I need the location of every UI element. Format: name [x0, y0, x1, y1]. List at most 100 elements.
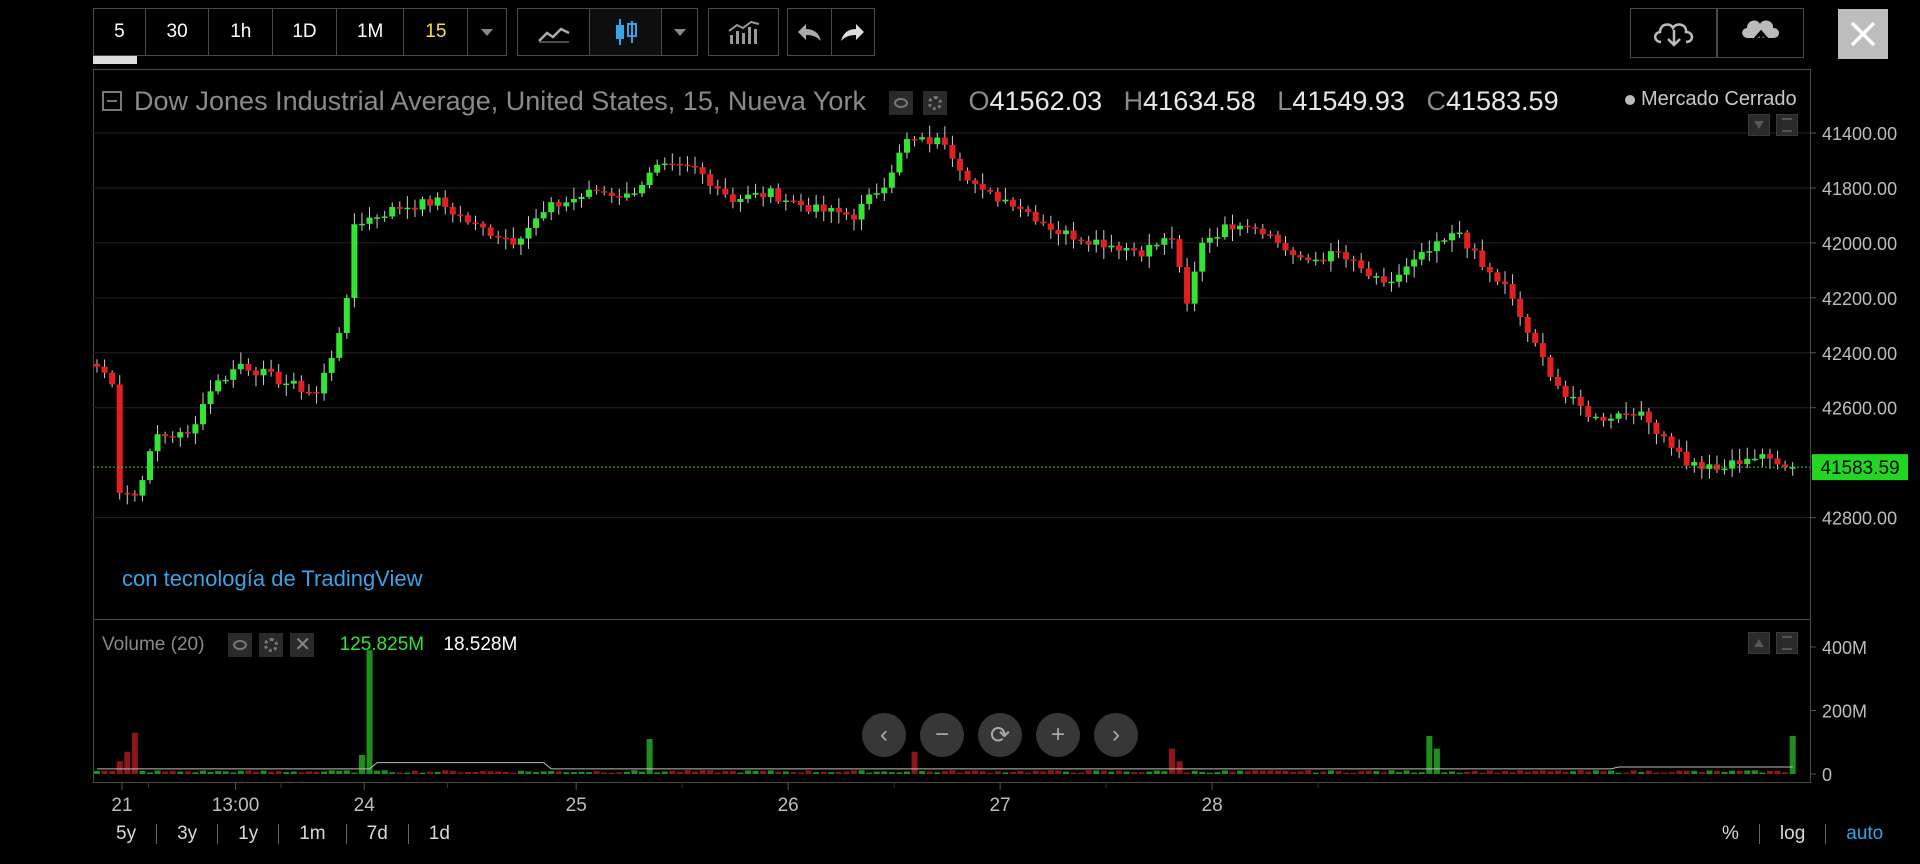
volume-bar	[964, 771, 971, 774]
range-3y[interactable]: 3y	[157, 824, 219, 844]
candle-body	[457, 214, 464, 216]
candle-body	[215, 380, 222, 392]
volume-bar	[1600, 771, 1607, 774]
volume-value-1: 125.825M	[339, 634, 425, 656]
cloud-upload-button[interactable]	[1717, 8, 1804, 58]
close-chart-button[interactable]	[1838, 9, 1888, 59]
volume-bar	[94, 770, 100, 774]
candle-body	[1517, 298, 1524, 318]
candle-body	[926, 137, 933, 145]
interval-15[interactable]: 15	[404, 9, 469, 55]
volume-bar	[1547, 771, 1554, 774]
volume-bar	[260, 770, 267, 774]
legend-eye-button[interactable]	[889, 90, 914, 115]
low-label: L	[1277, 86, 1293, 116]
line-chart-button[interactable]	[518, 9, 590, 55]
range-1y[interactable]: 1y	[218, 824, 280, 844]
price-tick-label: 42600.00	[1822, 399, 1897, 419]
volume-bar	[427, 771, 434, 774]
interval-dropdown[interactable]	[468, 9, 506, 55]
candle-body	[1343, 252, 1350, 260]
scale-log[interactable]: log	[1760, 824, 1827, 844]
zoom-out-button[interactable]: −	[920, 713, 964, 757]
scale-percent[interactable]: %	[1702, 824, 1760, 844]
volume-bar	[1736, 770, 1743, 774]
range-5y[interactable]: 5y	[96, 824, 158, 844]
eye-icon	[894, 97, 909, 108]
volume-bar	[139, 770, 146, 774]
volume-bar	[1645, 770, 1652, 774]
candles-button[interactable]	[590, 9, 662, 55]
symbol-title: Dow Jones Industrial Average, United Sta…	[134, 86, 866, 116]
tradingview-watermark[interactable]: con tecnología de TradingView	[122, 566, 423, 591]
scroll-right-button[interactable]: ›	[1094, 713, 1138, 757]
volume-bar	[124, 751, 131, 774]
reset-button[interactable]: ⟳	[978, 713, 1022, 757]
candle-body	[472, 222, 479, 225]
volume-bar	[881, 771, 888, 774]
candle-body	[1085, 241, 1092, 245]
volume-bar	[510, 772, 517, 774]
candle-body	[1282, 242, 1289, 251]
candle-body	[1592, 416, 1599, 419]
candle-body	[1267, 234, 1274, 236]
volume-bar	[374, 770, 381, 774]
candle-body	[1668, 436, 1675, 448]
interval-30[interactable]: 30	[146, 9, 210, 55]
volume-bar	[601, 772, 608, 774]
candle-body	[737, 199, 744, 203]
candle-body	[434, 197, 441, 206]
volume-bar	[237, 770, 244, 774]
candle-body	[563, 202, 570, 207]
candle-body	[1471, 248, 1478, 251]
time-axis[interactable]: 21 13:00 24 25 26 27 28	[111, 782, 1319, 816]
candle-body	[1494, 272, 1501, 282]
range-1d[interactable]: 1d	[428, 823, 450, 844]
range-7d[interactable]: 7d	[347, 824, 409, 844]
candle-body	[714, 186, 721, 189]
scroll-left-button[interactable]: ‹	[862, 713, 906, 757]
volume-bar	[805, 770, 812, 774]
interval-1m[interactable]: 1M	[337, 9, 405, 55]
volume-bar	[154, 770, 161, 774]
collapse-legend-button[interactable]	[102, 91, 122, 111]
volume-bar	[1138, 772, 1145, 774]
price-tick-label: 41800.00	[1822, 179, 1897, 199]
redo-button[interactable]	[832, 9, 875, 55]
pane-move-down-button[interactable]	[1748, 114, 1770, 136]
scale-auto[interactable]: auto	[1846, 823, 1884, 844]
range-1m[interactable]: 1m	[279, 824, 347, 844]
volume-bar	[820, 771, 827, 774]
volume-bar	[1184, 772, 1191, 774]
volume-bar	[578, 771, 585, 774]
volume-bar	[1320, 771, 1327, 774]
candle-body	[828, 208, 835, 212]
volume-bar	[1388, 770, 1395, 774]
volume-ma-line	[97, 762, 1793, 770]
cloud-download-button[interactable]	[1630, 8, 1717, 58]
candle-body	[1184, 266, 1191, 304]
time-tick-label: 28	[1202, 795, 1223, 816]
candle-body	[1789, 467, 1796, 469]
pane-maximize-button[interactable]	[1776, 114, 1798, 136]
volume-remove-button[interactable]: ✕	[290, 633, 315, 657]
volume-title: Volume (20)	[102, 634, 205, 656]
indicators-button[interactable]	[709, 9, 778, 55]
interval-1h[interactable]: 1h	[209, 9, 274, 55]
zoom-in-button[interactable]: +	[1036, 713, 1080, 757]
volume-eye-button[interactable]	[227, 633, 252, 657]
undo-button[interactable]	[788, 9, 832, 55]
volume-settings-button[interactable]	[259, 633, 284, 657]
price-axis[interactable]: 42800.00 42600.00 42400.00 42200.00 42000.00…	[1810, 124, 1897, 529]
volume-pane-up-button[interactable]	[1748, 632, 1770, 654]
interval-1d[interactable]: 1D	[273, 9, 337, 55]
chart-type-dropdown[interactable]	[662, 9, 697, 55]
interval-5[interactable]: 5	[94, 9, 146, 55]
candle-body	[1706, 464, 1713, 469]
volume-pane-maximize-button[interactable]	[1776, 632, 1798, 654]
volume-bar	[1774, 770, 1781, 774]
volume-value-2: 18.528M	[443, 634, 518, 656]
legend-settings-button[interactable]	[922, 90, 947, 115]
candle-body	[94, 363, 100, 367]
